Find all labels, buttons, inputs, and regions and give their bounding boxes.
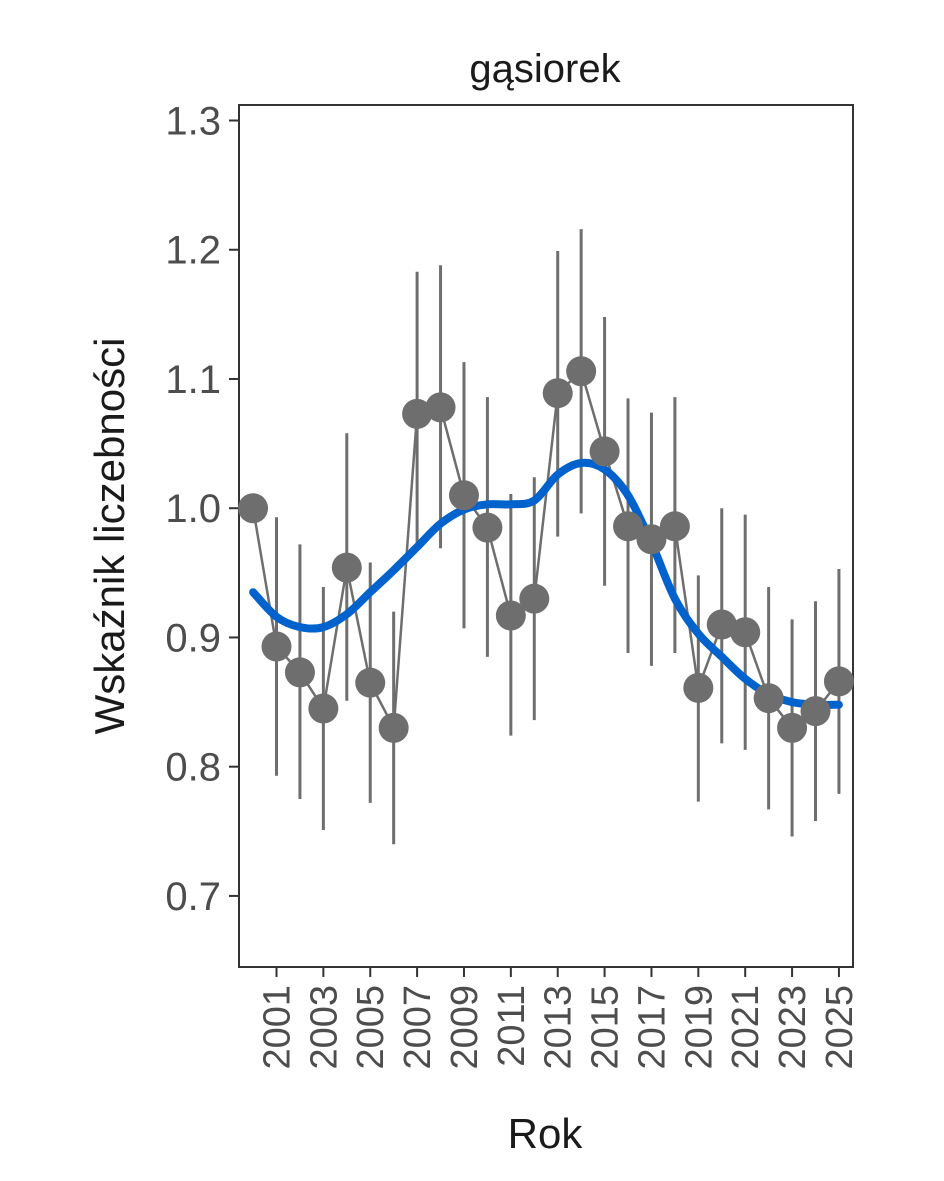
x-tick-label: 2013 <box>538 985 580 1070</box>
data-point <box>823 666 854 697</box>
x-tick-label: 2015 <box>585 985 627 1070</box>
data-point <box>589 436 620 467</box>
data-point <box>683 672 714 703</box>
x-tick-label: 2003 <box>303 985 345 1070</box>
x-tick-label: 2007 <box>397 985 439 1070</box>
y-tick-label: 0.7 <box>165 875 221 919</box>
data-point <box>566 356 597 387</box>
trend-smooth-line <box>249 458 843 709</box>
x-tick-label: 2025 <box>819 985 861 1070</box>
x-tick-label: 2011 <box>491 985 533 1067</box>
y-axis-label: Wskaźnik liczebności <box>86 338 133 735</box>
x-tick-label: 2009 <box>444 985 486 1070</box>
x-tick-label: 2019 <box>678 985 720 1070</box>
y-tick-label: 1.0 <box>165 487 221 531</box>
x-tick-label: 2021 <box>725 985 767 1070</box>
plot-panel <box>238 104 854 968</box>
chart-title: gąsiorek <box>469 47 621 91</box>
data-point <box>402 398 433 429</box>
x-tick-label: 2023 <box>772 985 814 1070</box>
data-point <box>613 511 644 542</box>
y-tick-label: 1.2 <box>165 229 221 273</box>
data-point <box>472 512 503 543</box>
data-point <box>448 480 479 511</box>
data-point <box>636 524 667 555</box>
data-point <box>800 696 831 727</box>
y-tick-label: 0.8 <box>165 746 221 790</box>
x-axis-label: Rok <box>508 1110 584 1157</box>
x-tick-label: 2017 <box>631 985 673 1070</box>
data-point <box>238 493 269 524</box>
y-tick-label: 1.3 <box>165 100 221 144</box>
data-point <box>331 552 362 583</box>
y-axis: 0.7 0.8 0.9 1.0 1.1 1.2 1.3 <box>165 100 239 919</box>
data-point <box>495 600 526 631</box>
x-tick-label: 2005 <box>350 985 392 1070</box>
data-point <box>284 657 315 688</box>
data-point <box>706 609 737 640</box>
data-point <box>425 392 456 423</box>
data-point <box>378 712 409 743</box>
data-point <box>519 583 550 614</box>
data-point <box>261 631 292 662</box>
trend-line <box>249 458 843 709</box>
y-tick-label: 0.9 <box>165 616 221 660</box>
data-point <box>355 667 386 698</box>
y-tick-label: 1.1 <box>165 358 221 402</box>
data-points <box>238 356 854 743</box>
data-point <box>659 511 690 542</box>
data-point <box>753 683 784 714</box>
x-tick-label: 2001 <box>256 985 298 1070</box>
data-point <box>730 617 761 648</box>
x-axis: 2001 2003 2005 2007 2009 2011 2013 2015 2017 2019… <box>256 967 861 1070</box>
data-point <box>542 378 573 409</box>
data-point <box>308 693 339 724</box>
data-point <box>777 712 808 743</box>
